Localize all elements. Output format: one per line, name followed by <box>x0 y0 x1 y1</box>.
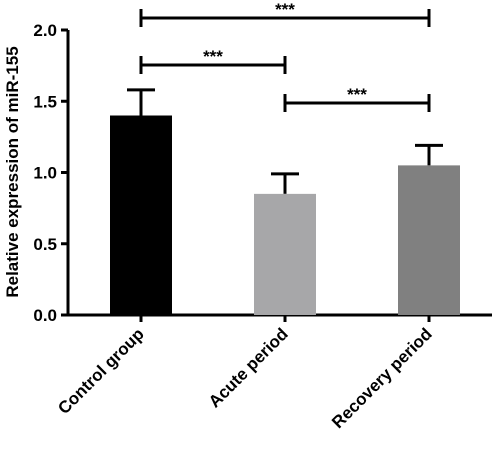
y-tick-label: 0.5 <box>33 235 57 254</box>
x-tick-label: Recovery period <box>328 324 436 432</box>
y-tick-label: 2.0 <box>33 21 57 40</box>
bar <box>254 193 316 315</box>
bar <box>110 115 172 315</box>
y-axis-label: Relative expression of miR-155 <box>3 46 22 297</box>
y-tick-label: 1.5 <box>33 92 57 111</box>
x-tick-label: Acute period <box>205 324 292 411</box>
significance-label: *** <box>347 85 367 104</box>
y-tick-label: 1.0 <box>33 164 57 183</box>
bar <box>398 165 460 315</box>
significance-label: *** <box>275 0 295 19</box>
x-tick-label: Control group <box>54 324 148 418</box>
significance-label: *** <box>203 47 223 66</box>
y-tick-label: 0.0 <box>33 306 57 325</box>
